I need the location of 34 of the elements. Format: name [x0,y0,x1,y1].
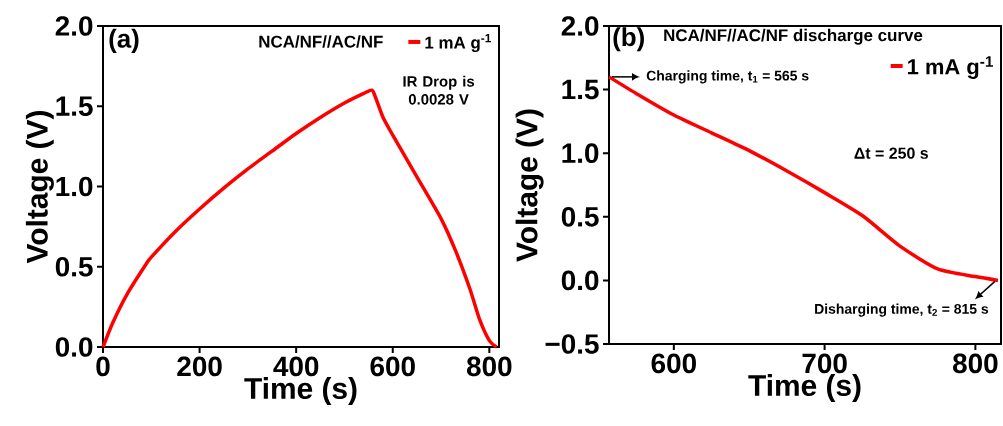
annotation: Δt = 250 s [854,147,928,159]
y-tick-label: 0.5 [561,206,599,227]
annotation: Charging time, t$_{1}$ = 565 s [646,70,809,84]
y-tick-label: 0.5 [55,256,93,277]
y-tick-label: 0.0 [55,337,93,357]
annotation: Disharging time, t$_{2}$ = 815 s [815,303,989,317]
y-tick-label: 0.0 [561,270,599,291]
y-tick-label: −0.5 [545,334,599,354]
line-series [101,88,499,349]
x-axis-title: Time (s) [748,374,861,402]
y-tick-label: 1.0 [56,176,93,197]
x-tick-label: 800 [953,353,998,374]
y-tick-label: 2.0 [561,16,599,36]
y-tick-label: 1.0 [562,143,599,164]
chart-title: NCA/NF//AC/NF [259,35,383,48]
x-tick-label: 400 [273,356,319,377]
chart-title: NCA/NF//AC/NF discharge curve [664,28,923,45]
x-tick-label: 800 [466,356,512,377]
x-tick-label: 0 [96,356,110,377]
x-tick-label: 600 [370,356,415,377]
y-tick-label: 1.5 [562,79,599,100]
annotation: (b) [613,27,644,52]
y-axis-title: Voltage (V) [515,109,544,262]
x-tick-label: 700 [802,353,847,374]
x-axis-title: Time (s) [244,377,357,405]
x-tick-label: 200 [177,356,222,377]
y-tick-label: 1.5 [56,96,93,116]
legend-label: 1 mA g$^{-1}$ [908,56,993,79]
x-tick-label: 600 [651,353,696,374]
annotation: IR Drop is 0.0028 V [403,75,475,105]
y-axis-title: Voltage (V) [25,111,54,264]
annotation: (a) [109,28,139,53]
y-tick-label: 2.0 [55,16,93,36]
legend-label: 1 mA g$^{-1}$ [425,34,492,52]
